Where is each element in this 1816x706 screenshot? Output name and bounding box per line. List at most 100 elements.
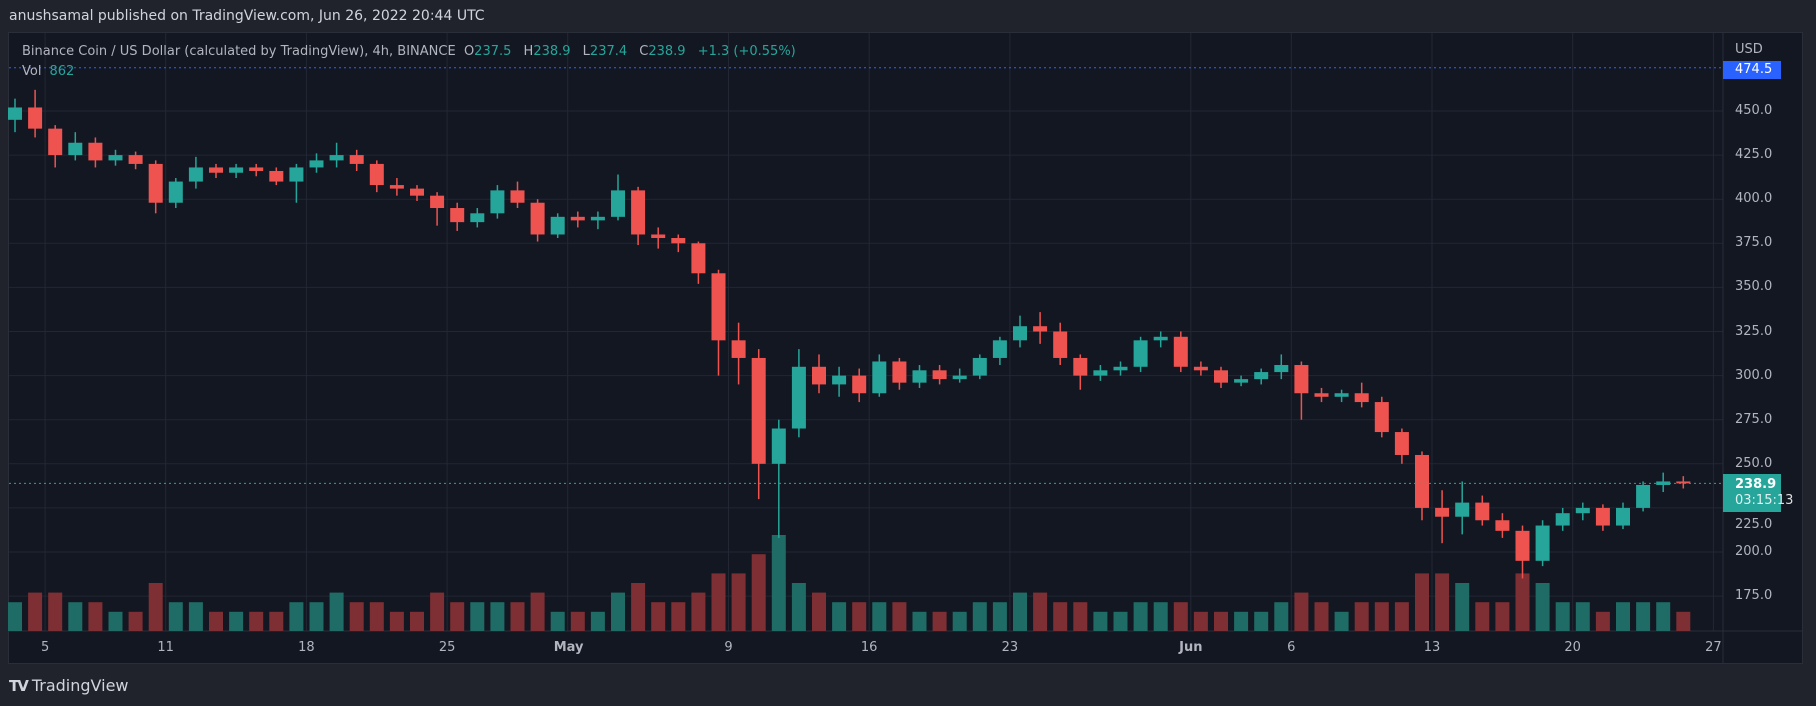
candle-body <box>209 167 223 173</box>
volume-bar <box>711 573 726 631</box>
volume-bar <box>972 602 987 631</box>
volume-bar <box>1214 611 1228 631</box>
candle-body <box>992 340 1007 358</box>
volume-bar <box>671 602 686 631</box>
candle-body <box>450 208 465 223</box>
candle-body <box>1354 393 1369 403</box>
volume-bar <box>510 602 525 631</box>
symbol-title[interactable]: Binance Coin / US Dollar (calculated by … <box>22 44 456 59</box>
candle-body <box>249 167 264 171</box>
open-label: O <box>463 44 475 59</box>
volume-bar <box>1274 602 1289 631</box>
volume-bar <box>1435 573 1450 631</box>
candle-body <box>1294 365 1309 394</box>
high-value: 238.9 <box>533 44 571 59</box>
candle-body <box>1254 372 1269 380</box>
y-tick-label: 350.0 <box>1735 279 1773 295</box>
volume-bar <box>249 611 264 631</box>
x-tick-label: 27 <box>1705 640 1722 655</box>
volume-bar <box>188 602 203 631</box>
volume-bar <box>731 573 746 631</box>
candle-body <box>1676 481 1691 484</box>
candle-body <box>1575 507 1590 514</box>
volume-bar <box>410 611 424 631</box>
candle-body <box>952 375 967 380</box>
volume-bar <box>1595 611 1610 631</box>
candle-body <box>1314 393 1329 397</box>
candle-body <box>912 370 927 383</box>
low-value: 237.4 <box>589 44 628 59</box>
x-tick-label: 20 <box>1564 640 1581 655</box>
tv-logo-icon: TV <box>9 676 29 695</box>
candle-body <box>611 190 625 217</box>
volume-bar <box>269 611 284 631</box>
volume-bar <box>912 611 927 631</box>
tradingview-logo[interactable]: TV TradingView <box>9 676 129 695</box>
candle-body <box>1595 507 1610 526</box>
y-tick-label: 400.0 <box>1735 191 1773 207</box>
volume-bar <box>1093 611 1108 631</box>
volume-bar <box>490 602 505 631</box>
candle-body <box>570 216 585 221</box>
volume-bar <box>872 602 887 631</box>
symbol-legend: Binance Coin / US Dollar (calculated by … <box>22 44 804 59</box>
candle-body <box>731 340 746 358</box>
y-tick-label: 200.0 <box>1735 544 1773 559</box>
candle-body <box>812 366 826 385</box>
volume-bar <box>329 592 344 631</box>
open-value: 237.5 <box>474 44 512 59</box>
candle-body <box>1535 525 1550 561</box>
candle-body <box>1214 370 1228 383</box>
volume-bar <box>1515 573 1530 631</box>
candle-body <box>1193 366 1208 371</box>
candle-body <box>510 190 525 203</box>
volume-bar <box>88 602 103 631</box>
candle-body <box>28 107 43 129</box>
x-tick-label: May <box>553 640 584 655</box>
volume-bar <box>611 592 625 631</box>
publish-info: anushsamal published on TradingView.com,… <box>9 8 485 24</box>
volume-bar <box>1153 602 1168 631</box>
volume-bar <box>952 611 967 631</box>
candle-body <box>1013 326 1027 341</box>
y-tick-label: 375.0 <box>1735 235 1773 251</box>
x-tick-label: 9 <box>724 640 733 655</box>
candle-body <box>88 142 103 161</box>
volume-bar <box>1234 611 1249 631</box>
volume-bar <box>450 602 465 631</box>
candle-body <box>289 167 304 182</box>
currency-label: USD <box>1735 42 1763 57</box>
volume-bar <box>852 602 867 631</box>
candle-body <box>1133 340 1148 367</box>
logo-text: TradingView <box>31 676 129 695</box>
volume-bar <box>1033 592 1048 631</box>
volume-bar <box>1053 602 1068 631</box>
candle-body <box>1234 379 1249 383</box>
candle-body <box>1173 336 1188 367</box>
candle-body <box>1415 454 1429 508</box>
candle-body <box>329 155 344 161</box>
volume-bar <box>791 583 806 631</box>
candle-body <box>530 202 545 235</box>
volume-bar <box>1073 602 1088 631</box>
candle-body <box>68 142 83 156</box>
volume-bar <box>1314 602 1329 631</box>
volume-bar <box>470 602 485 631</box>
candle-body <box>1153 336 1168 341</box>
volume-bar <box>530 592 545 631</box>
chart-frame[interactable] <box>8 32 1803 664</box>
candle-body <box>1093 370 1108 376</box>
volume-bar <box>1334 611 1349 631</box>
volume-bar <box>1013 592 1027 631</box>
volume-bar <box>771 535 786 631</box>
volume-bar <box>1455 583 1470 631</box>
y-tick-label: 325.0 <box>1735 323 1773 339</box>
change-value: +1.3 (+0.55%) <box>697 44 796 59</box>
x-tick-label: Jun <box>1179 640 1203 655</box>
y-tick-label: 225.0 <box>1735 517 1773 532</box>
volume-bar <box>28 592 43 631</box>
volume-bar <box>1294 592 1309 631</box>
candle-body <box>1515 530 1530 561</box>
volume-bar <box>369 602 384 631</box>
